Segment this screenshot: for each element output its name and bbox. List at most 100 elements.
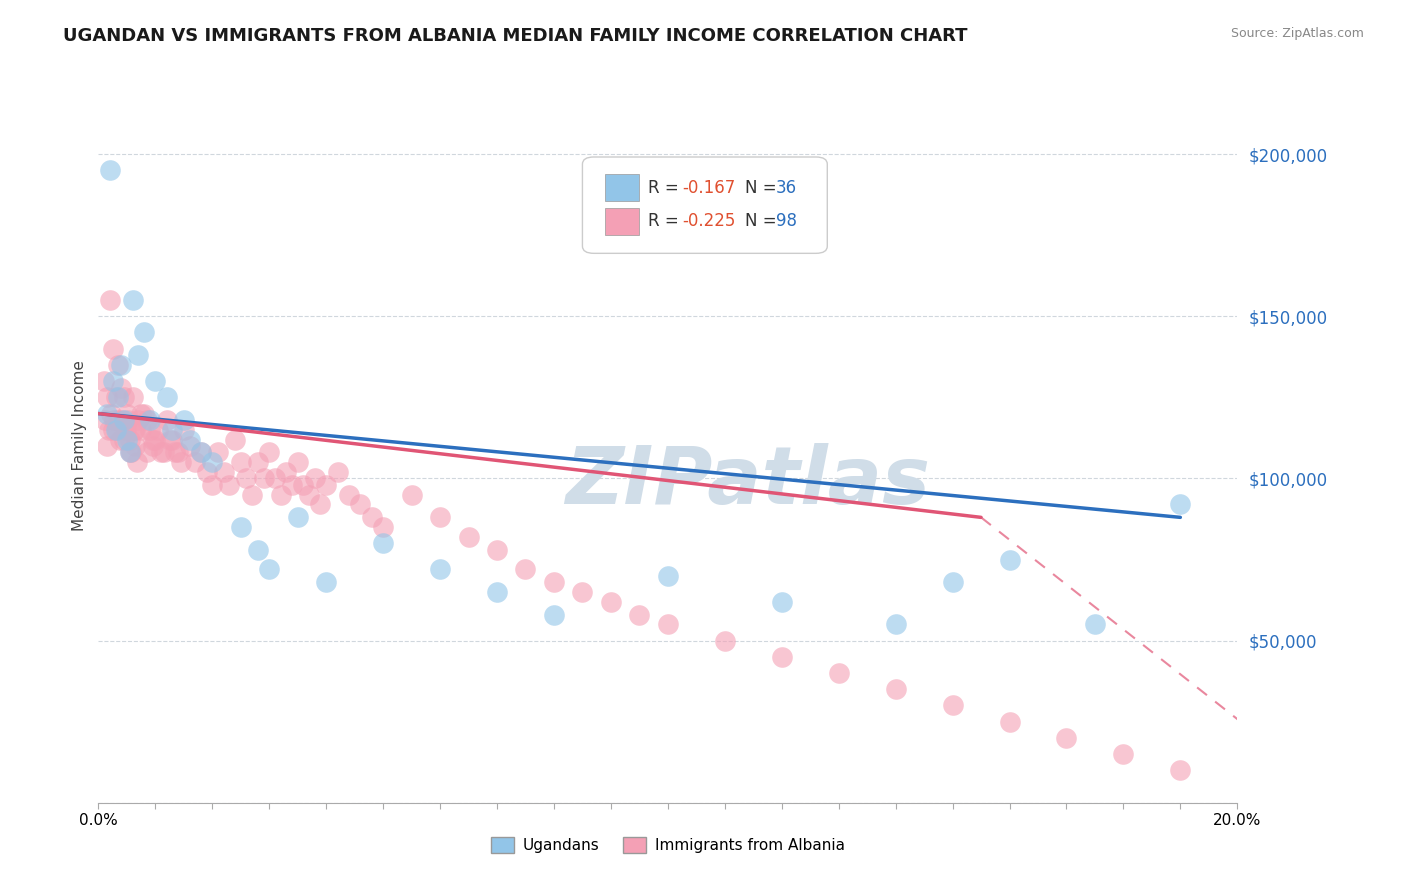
Point <box>145 374 167 388</box>
Point <box>118 445 141 459</box>
Point <box>207 445 229 459</box>
Point <box>110 381 132 395</box>
Point <box>148 423 170 437</box>
Point <box>270 488 292 502</box>
Point <box>159 433 181 447</box>
Point <box>135 445 157 459</box>
Point <box>360 510 382 524</box>
Point <box>1056 731 1078 745</box>
Point <box>252 471 274 485</box>
Point <box>543 607 565 622</box>
Point <box>93 374 115 388</box>
Point <box>110 358 132 372</box>
Point <box>162 423 184 437</box>
Point <box>127 413 149 427</box>
Point <box>135 413 157 427</box>
Point <box>259 562 281 576</box>
Point <box>179 439 201 453</box>
Point <box>770 649 793 664</box>
Point <box>600 595 623 609</box>
Point <box>571 585 593 599</box>
Point <box>276 465 298 479</box>
Point <box>121 293 143 307</box>
Point <box>156 413 179 427</box>
Point <box>373 536 395 550</box>
Point <box>97 423 120 437</box>
Point <box>118 445 141 459</box>
Point <box>138 413 160 427</box>
Point <box>138 423 160 437</box>
Point <box>229 520 252 534</box>
Point <box>98 293 121 307</box>
Point <box>96 439 118 453</box>
Text: Source: ZipAtlas.com: Source: ZipAtlas.com <box>1230 27 1364 40</box>
Point <box>235 471 257 485</box>
Point <box>105 423 128 437</box>
Point <box>173 413 195 427</box>
Point <box>115 407 138 421</box>
Point <box>1112 747 1135 761</box>
Point <box>998 714 1021 729</box>
Point <box>103 413 125 427</box>
Point <box>281 478 304 492</box>
Point <box>315 575 337 590</box>
Point <box>657 617 679 632</box>
Bar <box>605 174 640 202</box>
Point <box>770 595 793 609</box>
Point <box>162 433 184 447</box>
Point <box>101 423 124 437</box>
Point <box>98 163 121 178</box>
Point <box>107 358 129 372</box>
Point <box>1170 764 1192 778</box>
Point <box>714 633 737 648</box>
Point <box>108 433 131 447</box>
Point <box>141 439 163 453</box>
Text: N =: N = <box>745 212 782 230</box>
Point <box>107 390 129 404</box>
Point <box>1084 617 1107 632</box>
Point <box>104 423 127 437</box>
Point <box>292 478 315 492</box>
Point <box>101 374 124 388</box>
Text: UGANDAN VS IMMIGRANTS FROM ALBANIA MEDIAN FAMILY INCOME CORRELATION CHART: UGANDAN VS IMMIGRANTS FROM ALBANIA MEDIA… <box>63 27 967 45</box>
Point <box>127 348 149 362</box>
Point <box>132 326 155 340</box>
Point <box>107 413 129 427</box>
Point <box>153 445 176 459</box>
Point <box>190 445 212 459</box>
Point <box>201 478 224 492</box>
Point <box>170 455 193 469</box>
Point <box>259 445 281 459</box>
Point <box>337 488 360 502</box>
Text: 36: 36 <box>776 178 797 196</box>
Point <box>429 510 451 524</box>
Y-axis label: Median Family Income: Median Family Income <box>72 360 87 532</box>
Point <box>515 562 537 576</box>
Point <box>942 575 965 590</box>
Text: N =: N = <box>745 178 782 196</box>
Point <box>190 445 212 459</box>
Text: R =: R = <box>648 212 685 230</box>
Point <box>543 575 565 590</box>
Point <box>96 407 118 421</box>
Point <box>229 455 252 469</box>
Point <box>120 445 142 459</box>
Point <box>145 433 167 447</box>
Point <box>114 423 136 437</box>
Point <box>315 478 337 492</box>
Point <box>111 413 134 427</box>
Text: R =: R = <box>648 178 685 196</box>
Point <box>118 433 141 447</box>
Text: 98: 98 <box>776 212 797 230</box>
Point <box>309 497 332 511</box>
Point <box>112 390 135 404</box>
Point <box>628 607 651 622</box>
Point <box>129 407 152 421</box>
Point <box>349 497 371 511</box>
Point <box>287 455 309 469</box>
Legend: Ugandans, Immigrants from Albania: Ugandans, Immigrants from Albania <box>485 831 851 859</box>
Point <box>373 520 395 534</box>
Point <box>156 390 179 404</box>
Point <box>112 433 135 447</box>
Point <box>179 433 201 447</box>
